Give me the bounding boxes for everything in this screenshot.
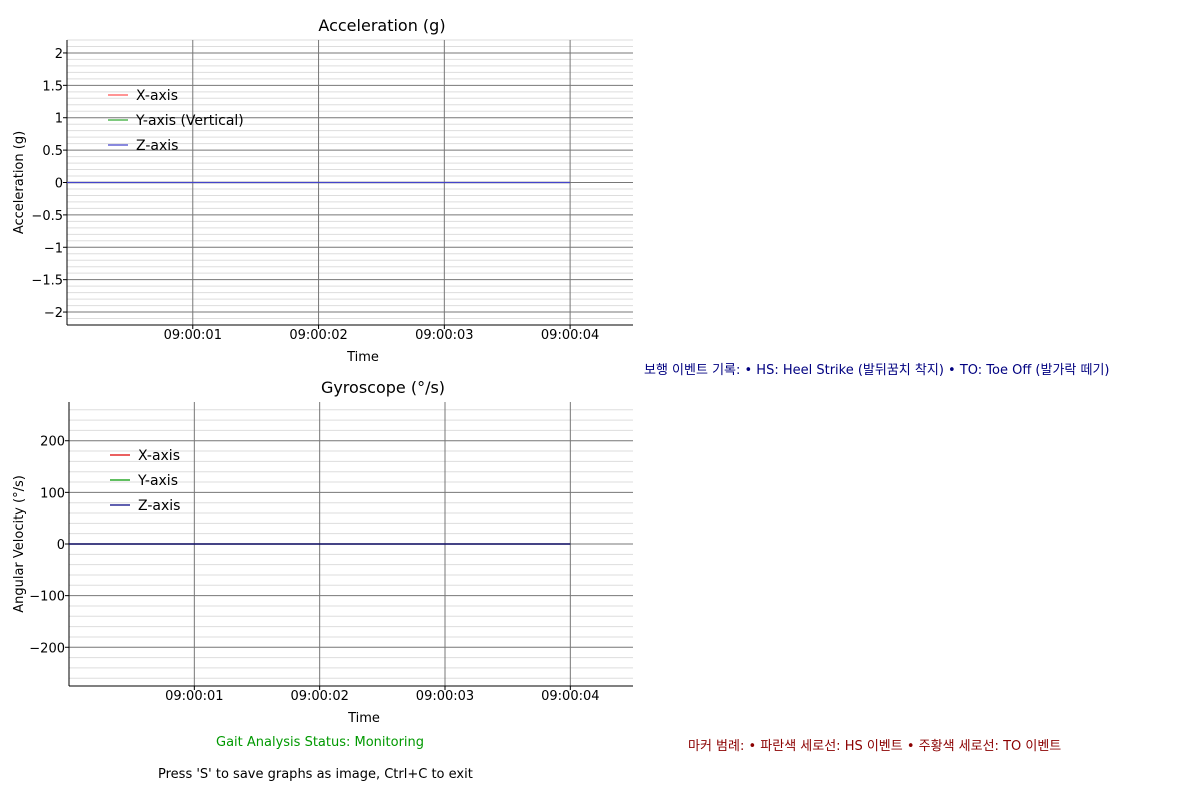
y-tick-label: −1.5: [31, 274, 63, 289]
x-axis-label: Time: [347, 711, 380, 726]
y-tick-label: −0.5: [31, 209, 63, 224]
minor-gridlines: [67, 39, 633, 326]
x-tick-label: 09:00:03: [415, 328, 473, 343]
y-tick-label: 0: [55, 177, 63, 192]
y-tick-label: 200: [40, 435, 65, 450]
y-tick-label: 1: [55, 112, 63, 127]
x-tick-label: 09:00:04: [541, 689, 599, 704]
chart-title: Gyroscope (°/s): [321, 378, 445, 397]
y-tick-label: 2: [55, 47, 63, 62]
gyroscope-chart: −200 −100 0 100 200 09:00:01 09:00:02 09:00:03 0…: [12, 378, 633, 726]
x-tick-label: 09:00:01: [165, 689, 223, 704]
legend-label: Y-axis (Vertical): [135, 113, 244, 129]
y-tick-label: 1.5: [42, 79, 63, 94]
legend: X-axis Y-axis (Vertical) Z-axis: [108, 88, 244, 154]
marker-legend: 마커 범례: • 파란색 세로선: HS 이벤트 • 주황색 세로선: TO 이…: [688, 739, 1062, 754]
x-tick-label: 09:00:01: [164, 328, 222, 343]
y-tick-label: 0: [57, 538, 65, 553]
legend-label: Z-axis: [136, 138, 178, 154]
y-tick-label: 100: [40, 486, 65, 501]
y-tick-label: −200: [29, 641, 65, 656]
legend-label: X-axis: [138, 448, 180, 464]
x-tick-label: 09:00:04: [541, 328, 599, 343]
legend-label: Z-axis: [138, 498, 180, 514]
y-axis-label: Angular Velocity (°/s): [12, 475, 27, 613]
y-axis-label: Acceleration (g): [12, 131, 27, 234]
y-tick-label: 0.5: [42, 144, 63, 159]
gait-events-legend: 보행 이벤트 기록: • HS: Heel Strike (발뒤꿈치 착지) •…: [644, 363, 1110, 378]
x-tick-label: 09:00:02: [289, 328, 347, 343]
chart-title: Acceleration (g): [318, 16, 445, 35]
legend: X-axis Y-axis Z-axis: [110, 448, 180, 514]
x-tick-label: 09:00:03: [416, 689, 474, 704]
x-tick-label: 09:00:02: [290, 689, 348, 704]
legend-label: X-axis: [136, 88, 178, 104]
x-axis-label: Time: [346, 350, 379, 365]
minor-gridlines: [69, 409, 633, 679]
y-tick-label: −100: [29, 590, 65, 605]
y-tick-label: −2: [44, 306, 63, 321]
y-tick-label: −1: [44, 241, 63, 256]
legend-label: Y-axis: [137, 473, 178, 489]
analysis-status: Gait Analysis Status: Monitoring: [216, 735, 425, 750]
keyboard-help: Press 'S' to save graphs as image, Ctrl+…: [158, 767, 473, 782]
acceleration-chart: −2 −1.5 −1 −0.5 0 0.5 1 1.5 2 09:00:01 09:00:02 09:…: [12, 16, 633, 365]
